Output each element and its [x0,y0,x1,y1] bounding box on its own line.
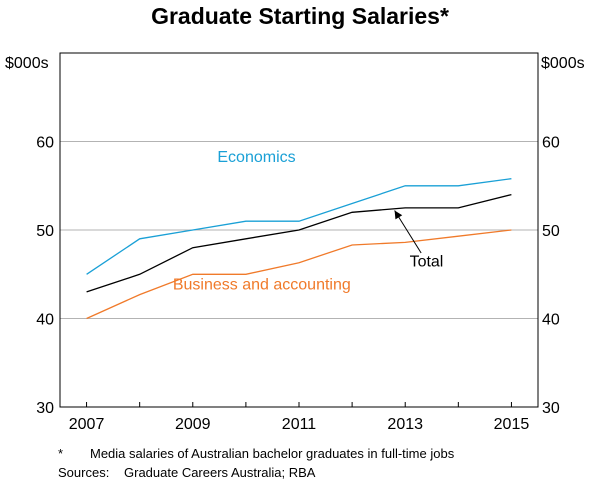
y-tick-label-right: 60 [542,135,560,152]
series-label-business-and-accounting: Business and accounting [173,276,351,293]
total-arrow-line [394,210,422,254]
y-tick-label-left: 40 [36,312,54,329]
y-tick-label-left: 30 [36,400,54,417]
sources-text: Graduate Careers Australia; RBA [124,465,316,480]
y-tick-label-left: 60 [36,135,54,152]
y-unit-left: $000s [5,55,49,72]
chart-title: Graduate Starting Salaries* [151,3,449,29]
x-tick-label: 2011 [282,416,317,433]
y-tick-label-right: 50 [542,223,560,240]
series-line-economics [86,178,512,275]
y-tick-label-left: 50 [36,223,54,240]
total-arrow-head [394,210,403,220]
footnote-marker: * [58,446,64,461]
series-line-business-and-accounting [86,229,512,320]
x-tick-label: 2015 [494,416,530,433]
y-unit-right: $000s [541,55,585,72]
footnote: * Media salaries of Australian bachelor g… [58,446,454,461]
y-tick-label-right: 30 [542,400,560,417]
x-tick-label: 2009 [175,416,211,433]
sources-note: Sources: Graduate Careers Australia; RBA [58,465,315,480]
y-tick-label-right: 40 [542,312,560,329]
x-tick-label: 2007 [69,416,105,433]
footnote-text: Media salaries of Australian bachelor gr… [90,446,455,461]
x-tick-label: 2013 [387,416,423,433]
series-line-total [86,193,512,293]
sources-label: Sources: [58,465,110,480]
series-label-economics: Economics [217,149,295,166]
series-label-total: Total [410,253,444,270]
